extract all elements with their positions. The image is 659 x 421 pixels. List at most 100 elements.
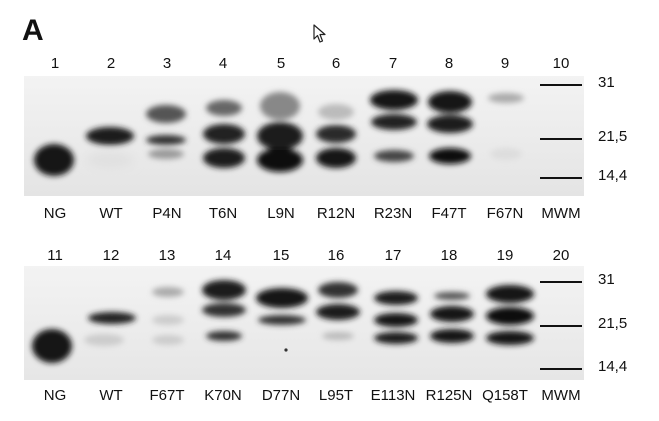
lane-label: E113N xyxy=(370,387,416,404)
western-blot-top xyxy=(24,76,584,196)
mw-marker-label: 14,4 xyxy=(598,358,628,375)
band xyxy=(256,288,308,308)
lane-number: 8 xyxy=(444,55,454,72)
mw-marker-line xyxy=(540,138,582,140)
lane-number: 16 xyxy=(327,247,345,264)
lane-number: 3 xyxy=(162,55,172,72)
lane-number: 11 xyxy=(47,247,63,264)
lane-label: WT xyxy=(99,387,123,404)
lane-label: L95T xyxy=(318,387,354,404)
band xyxy=(152,287,184,297)
band xyxy=(146,105,186,123)
band xyxy=(318,282,358,298)
band xyxy=(430,329,474,343)
band xyxy=(258,315,306,325)
lane-number: 1 xyxy=(50,55,60,72)
band xyxy=(203,148,245,168)
lane-number: 2 xyxy=(106,55,116,72)
lane-label: NG xyxy=(43,205,67,222)
band xyxy=(32,329,72,363)
mw-marker-line xyxy=(540,368,582,370)
band xyxy=(86,127,134,145)
lane-number: 13 xyxy=(158,247,176,264)
mw-marker-line xyxy=(540,177,582,179)
band xyxy=(206,100,242,116)
lane-label: R12N xyxy=(316,205,356,222)
band xyxy=(202,280,246,300)
band xyxy=(490,148,522,160)
mw-marker-line xyxy=(540,281,582,283)
lane-number: 9 xyxy=(500,55,510,72)
band xyxy=(34,144,74,176)
band xyxy=(370,90,418,110)
band xyxy=(486,307,534,325)
lane-label: P4N xyxy=(152,205,182,222)
lane-label: T6N xyxy=(208,205,238,222)
band xyxy=(374,150,414,162)
band xyxy=(152,335,184,345)
lane-number: 7 xyxy=(388,55,398,72)
band xyxy=(318,104,354,120)
lane-number: 17 xyxy=(384,247,402,264)
panel-letter: A xyxy=(22,14,44,47)
lane-label: L9N xyxy=(267,205,295,222)
lane-number: 12 xyxy=(102,247,120,264)
lane-label: F47T xyxy=(431,205,467,222)
lane-number: 6 xyxy=(331,55,341,72)
lane-number: 18 xyxy=(440,247,458,264)
lane-number: 15 xyxy=(272,247,290,264)
band xyxy=(486,331,534,345)
mw-marker-label: 21,5 xyxy=(598,128,628,145)
mw-marker-label: 31 xyxy=(598,271,615,288)
band xyxy=(316,125,356,143)
lane-number: 19 xyxy=(496,247,514,264)
lane-label: R23N xyxy=(373,205,413,222)
blot-top-bands xyxy=(24,76,584,196)
band xyxy=(486,285,534,303)
band xyxy=(374,313,418,327)
band xyxy=(88,312,136,324)
band xyxy=(257,148,303,172)
lane-label: MWM xyxy=(541,205,581,222)
mw-marker-label: 31 xyxy=(598,74,615,91)
band xyxy=(260,92,300,120)
lane-label: D77N xyxy=(261,387,301,404)
band xyxy=(152,315,184,325)
western-blot-bottom xyxy=(24,266,584,380)
band xyxy=(428,91,472,113)
mw-marker-line xyxy=(540,84,582,86)
band xyxy=(374,332,418,344)
band xyxy=(430,306,474,322)
band xyxy=(148,149,184,159)
mw-marker-line xyxy=(540,325,582,327)
lane-label: R125N xyxy=(425,387,473,404)
band xyxy=(202,303,246,317)
band xyxy=(322,332,354,340)
band xyxy=(371,114,417,130)
lane-number: 20 xyxy=(552,247,570,264)
lane-number: 10 xyxy=(552,55,570,72)
band xyxy=(316,304,360,320)
mouse-pointer-icon xyxy=(313,24,326,43)
band xyxy=(84,334,124,346)
band xyxy=(146,135,186,145)
lane-label: MWM xyxy=(541,387,581,404)
lane-label: WT xyxy=(99,205,123,222)
lane-label: K70N xyxy=(204,387,242,404)
band xyxy=(427,115,473,133)
band xyxy=(488,93,524,103)
mw-marker-label: 21,5 xyxy=(598,315,628,332)
mw-marker-label: 14,4 xyxy=(598,167,628,184)
band xyxy=(429,148,471,164)
band xyxy=(203,124,245,144)
lane-number: 5 xyxy=(276,55,286,72)
lane-label: F67T xyxy=(149,387,185,404)
lane-label: Q158T xyxy=(482,387,528,404)
band xyxy=(206,331,242,341)
lane-number: 14 xyxy=(214,247,232,264)
band xyxy=(316,148,356,168)
band xyxy=(434,292,470,300)
lane-number: 4 xyxy=(218,55,228,72)
blot-bottom-bands xyxy=(24,266,584,380)
band xyxy=(374,291,418,305)
